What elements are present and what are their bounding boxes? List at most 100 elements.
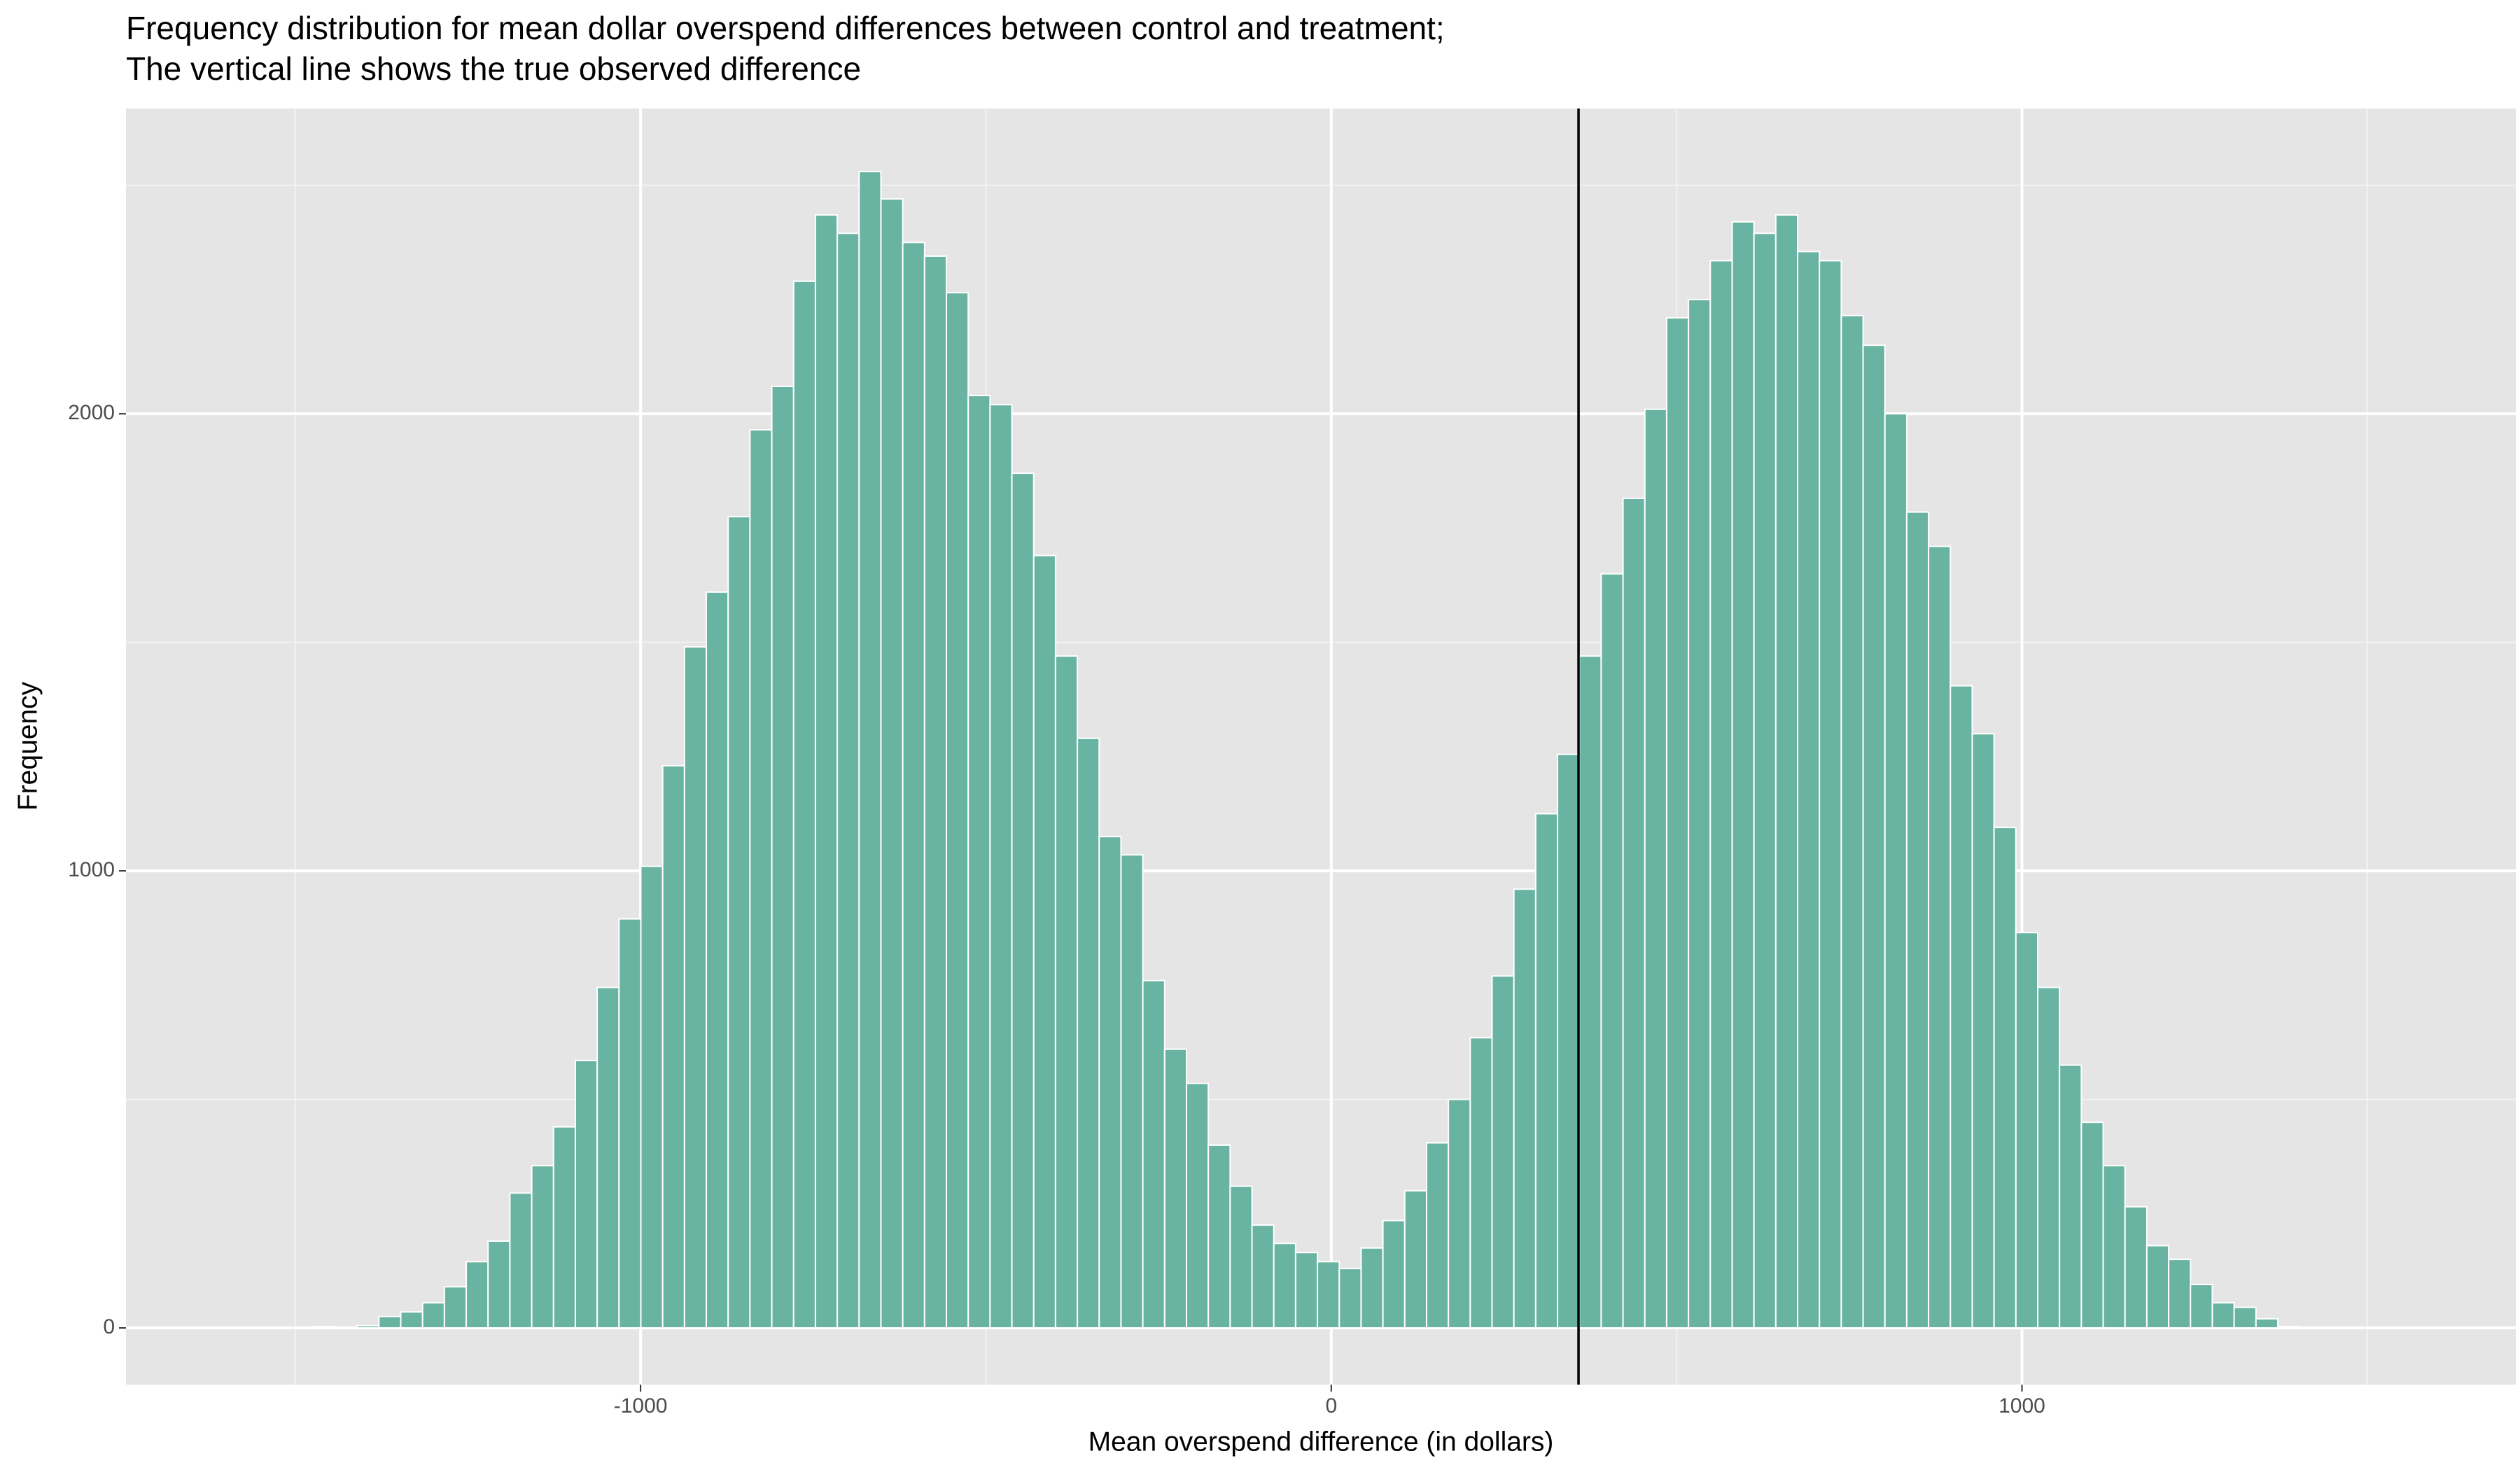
bar bbox=[1862, 344, 1886, 1329]
bar bbox=[1120, 854, 1144, 1329]
chart-title: The vertical line shows the true observe… bbox=[126, 50, 861, 87]
bar bbox=[1928, 545, 1952, 1329]
bar bbox=[2102, 1165, 2126, 1329]
bar bbox=[596, 986, 620, 1329]
bar bbox=[967, 395, 991, 1329]
bar bbox=[1578, 655, 1602, 1329]
bar bbox=[814, 214, 839, 1329]
bar bbox=[1797, 251, 1821, 1329]
bar bbox=[2124, 1206, 2148, 1329]
bar bbox=[923, 255, 948, 1329]
bar bbox=[858, 171, 882, 1329]
bar bbox=[1534, 813, 1559, 1329]
y-axis-label: Frequency bbox=[13, 681, 43, 811]
x-tick-label: 1000 bbox=[1998, 1394, 2045, 1418]
bar bbox=[400, 1311, 424, 1329]
bar bbox=[1905, 511, 1930, 1329]
bar bbox=[727, 516, 751, 1329]
bar bbox=[771, 385, 794, 1329]
bar bbox=[443, 1286, 468, 1329]
bar bbox=[1949, 685, 1973, 1329]
y-tick-label: 2000 bbox=[68, 401, 115, 424]
bar bbox=[1884, 413, 1907, 1329]
bar bbox=[1360, 1247, 1384, 1329]
bar bbox=[1600, 573, 1624, 1329]
plot-background bbox=[126, 108, 2516, 1385]
bar bbox=[1448, 1098, 1471, 1329]
bar bbox=[2190, 1284, 2213, 1329]
bar bbox=[989, 404, 1013, 1329]
bar bbox=[1971, 733, 1995, 1329]
bar bbox=[2037, 986, 2061, 1329]
bar bbox=[574, 1060, 598, 1329]
bar bbox=[1665, 317, 1690, 1329]
bar bbox=[421, 1302, 445, 1329]
bar bbox=[640, 865, 664, 1329]
bar bbox=[1404, 1190, 1427, 1329]
bar bbox=[2015, 932, 2039, 1329]
bar bbox=[1142, 979, 1166, 1329]
bar bbox=[509, 1192, 533, 1329]
bar bbox=[880, 198, 904, 1329]
bar bbox=[902, 241, 925, 1329]
bar bbox=[356, 1324, 380, 1329]
bar bbox=[1273, 1242, 1296, 1329]
bar bbox=[1709, 260, 1733, 1329]
x-tick-label: 0 bbox=[1325, 1394, 1337, 1418]
bar bbox=[1557, 753, 1581, 1329]
bar bbox=[2146, 1245, 2170, 1329]
bar bbox=[1688, 298, 1712, 1329]
bar bbox=[1163, 1048, 1187, 1329]
bar bbox=[378, 1315, 402, 1329]
bar bbox=[836, 232, 860, 1329]
bar bbox=[1229, 1185, 1253, 1329]
bar bbox=[2255, 1317, 2278, 1329]
bar bbox=[1425, 1142, 1450, 1329]
bar bbox=[1513, 888, 1536, 1329]
bar bbox=[2211, 1302, 2235, 1329]
bar bbox=[531, 1165, 554, 1329]
bar bbox=[1294, 1252, 1319, 1329]
bar bbox=[683, 646, 708, 1329]
y-tick-label: 1000 bbox=[68, 858, 115, 881]
chart-title: Frequency distribution for mean dollar o… bbox=[126, 10, 1445, 46]
bar bbox=[1840, 314, 1864, 1329]
bar bbox=[1819, 260, 1842, 1329]
bar bbox=[552, 1126, 576, 1329]
bar bbox=[487, 1240, 511, 1329]
bar bbox=[1382, 1219, 1406, 1329]
y-tick-label: 0 bbox=[103, 1315, 115, 1338]
bar bbox=[1098, 836, 1122, 1329]
bar bbox=[618, 918, 642, 1329]
bar bbox=[2276, 1326, 2301, 1329]
bar bbox=[1469, 1037, 1493, 1329]
bar bbox=[706, 591, 729, 1329]
bar bbox=[749, 429, 773, 1329]
bar bbox=[946, 292, 969, 1329]
bar bbox=[1491, 975, 1515, 1329]
bar bbox=[1753, 232, 1777, 1329]
bar bbox=[2059, 1064, 2082, 1329]
bar bbox=[1317, 1261, 1340, 1329]
bar bbox=[1731, 220, 1755, 1329]
bar bbox=[1993, 827, 2017, 1329]
bar bbox=[465, 1261, 489, 1329]
bar bbox=[2233, 1306, 2257, 1329]
bar bbox=[792, 280, 816, 1329]
bar bbox=[1054, 655, 1079, 1329]
bar bbox=[1185, 1082, 1210, 1329]
bar bbox=[2080, 1121, 2104, 1329]
bar bbox=[662, 764, 685, 1329]
bar bbox=[1622, 497, 1646, 1329]
bar bbox=[1011, 472, 1035, 1329]
bar bbox=[1338, 1268, 1362, 1329]
bar bbox=[2168, 1259, 2192, 1329]
bar bbox=[312, 1326, 336, 1329]
bar bbox=[1251, 1224, 1275, 1329]
bar bbox=[1077, 737, 1100, 1329]
x-tick-label: -1000 bbox=[614, 1394, 668, 1418]
bar bbox=[1208, 1144, 1231, 1329]
x-axis-label: Mean overspend difference (in dollars) bbox=[1088, 1427, 1554, 1457]
